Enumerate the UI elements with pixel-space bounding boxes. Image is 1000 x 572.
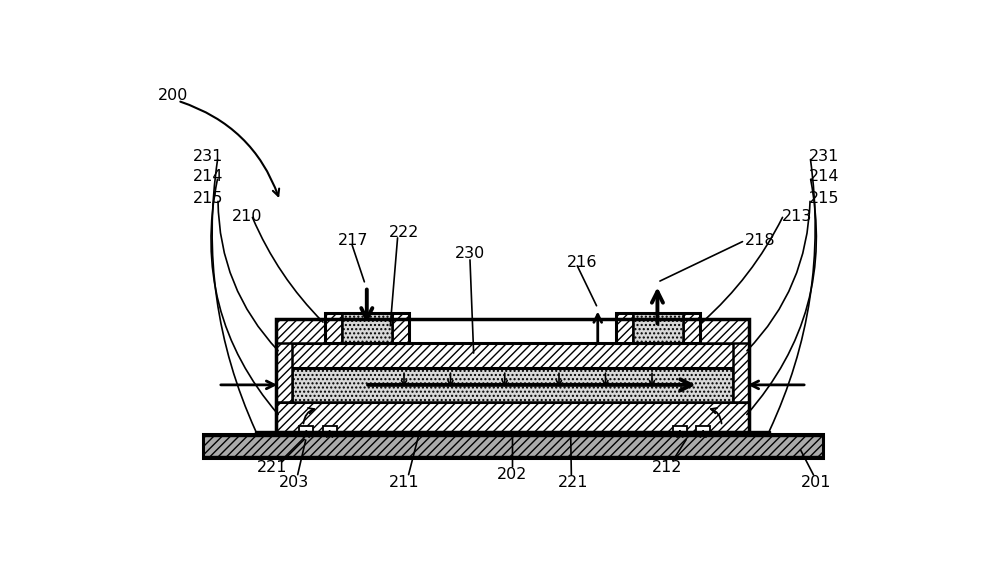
Bar [616, 313, 700, 343]
Text: 202: 202 [497, 467, 528, 482]
Bar [733, 319, 749, 402]
Bar [696, 426, 710, 435]
Text: 230: 230 [454, 246, 485, 261]
Bar [276, 402, 749, 432]
Bar [392, 313, 409, 343]
Bar [292, 368, 733, 402]
Text: 231: 231 [809, 149, 839, 164]
Bar [299, 426, 313, 435]
Bar [633, 313, 683, 343]
Text: 217: 217 [338, 233, 369, 248]
Text: 200: 200 [158, 88, 188, 102]
Text: 216: 216 [567, 255, 597, 270]
Bar [683, 313, 700, 343]
Bar [202, 456, 822, 458]
Text: 203: 203 [279, 475, 309, 490]
Bar [202, 434, 822, 458]
Text: 211: 211 [389, 475, 419, 490]
Bar [325, 313, 409, 343]
Bar [255, 431, 276, 435]
Bar [673, 426, 687, 435]
Bar [276, 343, 749, 368]
Text: 214: 214 [809, 169, 839, 184]
Text: 215: 215 [193, 191, 224, 206]
Bar [276, 319, 749, 432]
Text: 214: 214 [193, 169, 224, 184]
Bar [202, 434, 822, 436]
Text: 231: 231 [193, 149, 224, 164]
Text: 221: 221 [257, 460, 288, 475]
Bar [700, 319, 749, 343]
Bar [276, 319, 292, 402]
Bar [749, 431, 770, 435]
Text: 210: 210 [232, 209, 262, 224]
Text: 221: 221 [558, 475, 588, 490]
Text: 215: 215 [809, 191, 839, 206]
Text: 213: 213 [782, 209, 813, 224]
Text: 218: 218 [745, 233, 776, 248]
Bar [616, 313, 633, 343]
Text: 201: 201 [801, 475, 832, 490]
Text: 212: 212 [652, 460, 683, 475]
Bar [325, 313, 342, 343]
Text: 222: 222 [388, 225, 419, 240]
Bar [342, 313, 392, 343]
Bar [323, 426, 337, 435]
Bar [276, 319, 325, 343]
